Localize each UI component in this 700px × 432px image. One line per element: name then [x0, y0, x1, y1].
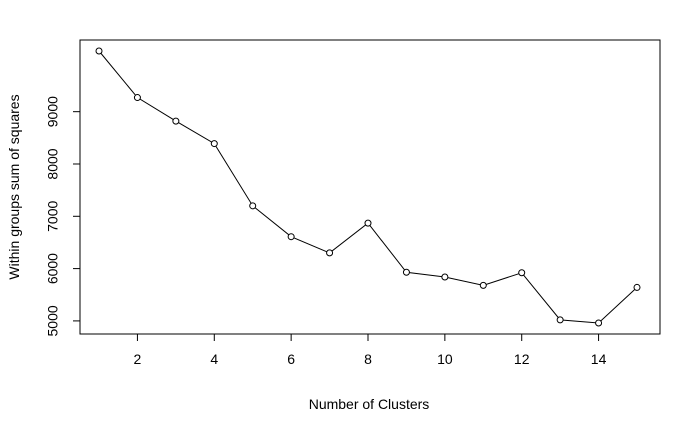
- data-point: [441, 273, 449, 281]
- x-tick-label: 2: [134, 351, 142, 367]
- data-point: [595, 319, 603, 327]
- y-axis-label: Within groups sum of squares: [6, 94, 22, 279]
- data-point: [633, 283, 641, 291]
- data-point: [133, 94, 141, 102]
- data-point: [326, 249, 334, 257]
- data-point: [249, 202, 257, 210]
- y-tick-label: 8000: [45, 148, 61, 179]
- plot-frame: [79, 39, 661, 335]
- x-tick-label: 6: [287, 351, 295, 367]
- x-tick-label: 12: [514, 351, 530, 367]
- x-tick-label: 14: [591, 351, 607, 367]
- y-tick-label: 5000: [45, 305, 61, 336]
- data-point: [210, 140, 218, 148]
- data-point: [364, 219, 372, 227]
- series-line: [98, 50, 638, 324]
- data-point: [172, 117, 180, 125]
- data-point: [402, 268, 410, 276]
- data-point: [556, 316, 564, 324]
- data-point: [287, 233, 295, 241]
- y-tick-label: 7000: [45, 201, 61, 232]
- y-axis-ticks: 5000 6000 7000 8000 9000: [45, 96, 80, 336]
- data-point: [479, 281, 487, 289]
- y-tick-label: 9000: [45, 96, 61, 127]
- series-layer: [95, 47, 641, 327]
- x-tick-label: 8: [364, 351, 372, 367]
- data-point: [518, 269, 526, 277]
- x-axis-ticks: 2 4 6 8 10 12 14: [134, 334, 607, 367]
- data-point: [95, 47, 103, 55]
- x-axis-label: Number of Clusters: [309, 396, 430, 412]
- y-tick-label: 6000: [45, 253, 61, 284]
- x-tick-label: 10: [437, 351, 453, 367]
- x-tick-label: 4: [210, 351, 218, 367]
